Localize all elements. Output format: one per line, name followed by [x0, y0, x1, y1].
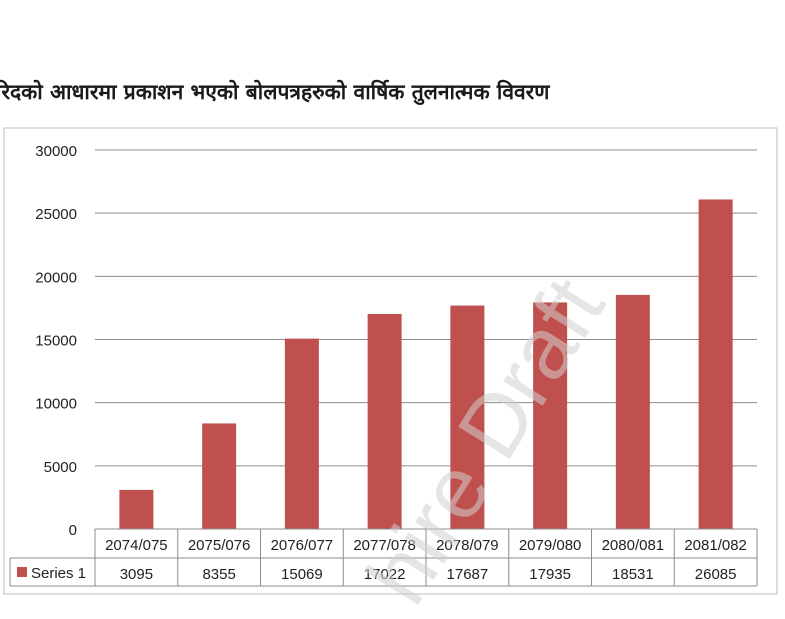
chart-border	[3, 127, 778, 595]
y-tick-label: 30000	[35, 143, 77, 160]
x-category-label: 2078/079	[436, 537, 499, 554]
y-tick-label: 25000	[35, 206, 77, 223]
data-label: 8355	[202, 566, 235, 583]
x-category-label: 2076/077	[271, 537, 334, 554]
bar	[698, 199, 733, 529]
data-label: 26085	[695, 566, 737, 583]
data-label: 17022	[364, 566, 406, 583]
bar	[615, 294, 650, 529]
bar	[450, 305, 485, 529]
data-label: 17687	[447, 566, 489, 583]
y-tick-label: 15000	[35, 333, 77, 350]
y-tick-label: 5000	[44, 459, 77, 476]
data-label: 18531	[612, 566, 654, 583]
x-category-label: 2081/082	[684, 537, 747, 554]
y-tick-label: 0	[69, 522, 77, 539]
data-label: 15069	[281, 566, 323, 583]
x-category-label: 2075/076	[188, 537, 251, 554]
data-label: 17935	[529, 566, 571, 583]
x-category-label: 2080/081	[602, 537, 665, 554]
x-category-label: 2079/080	[519, 537, 582, 554]
legend-label: Series 1	[31, 565, 86, 582]
bar	[367, 313, 402, 529]
data-label: 3095	[120, 566, 153, 583]
bar	[533, 302, 568, 529]
y-tick-label: 10000	[35, 396, 77, 413]
bar	[119, 489, 154, 529]
y-tick-label: 20000	[35, 269, 77, 286]
bar	[202, 423, 237, 529]
x-category-label: 2077/078	[353, 537, 416, 554]
bar	[284, 338, 319, 529]
chart-title: रिदको आधारमा प्रकाशन भएको बोलपत्रहरुको व…	[0, 80, 550, 104]
legend-swatch	[17, 567, 27, 577]
x-category-label: 2074/075	[105, 537, 168, 554]
